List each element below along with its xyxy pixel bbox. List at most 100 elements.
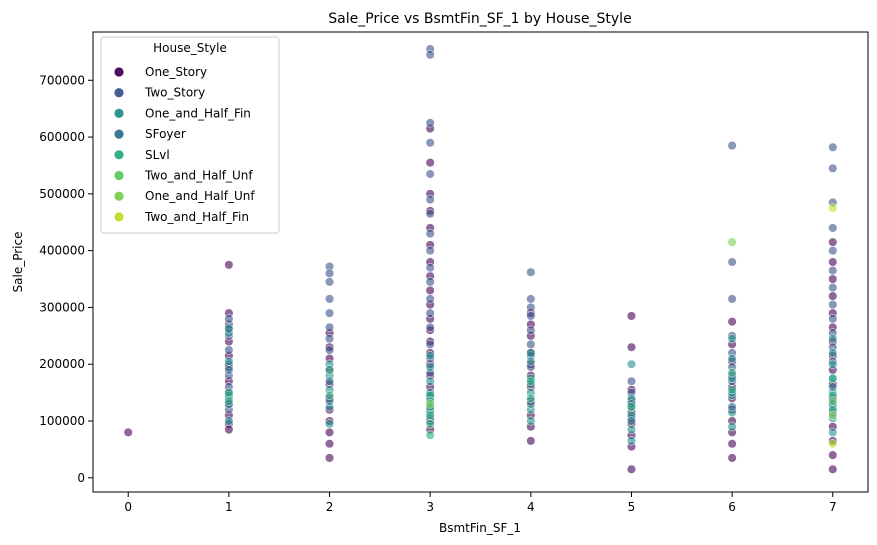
legend-marker [114, 150, 124, 160]
legend-marker [114, 88, 124, 98]
data-point [526, 339, 536, 349]
data-point [626, 402, 637, 412]
data-point [828, 237, 838, 247]
x-tick-label: 5 [628, 500, 636, 514]
data-point [727, 257, 737, 267]
x-tick-label: 1 [225, 500, 233, 514]
plot-area-frame [92, 31, 869, 493]
data-point [324, 453, 335, 463]
data-point [828, 410, 838, 420]
data-point [828, 439, 838, 449]
data-point [324, 345, 335, 355]
data-point [526, 294, 536, 304]
data-point [526, 416, 536, 426]
data-point [727, 385, 737, 395]
data-point [828, 257, 838, 267]
data-point [324, 308, 335, 318]
data-point [828, 163, 838, 173]
data-point [727, 141, 737, 151]
data-point [224, 356, 234, 366]
data-point [425, 308, 435, 318]
legend-items: One_Story Two_Story One_and_Half_Fin SFoyer… [114, 65, 255, 224]
data-point [425, 351, 435, 361]
data-point [425, 376, 435, 386]
data-point [828, 265, 838, 276]
data-point [828, 334, 838, 344]
data-point [224, 365, 234, 375]
legend-label: One_and_Half_Fin [145, 106, 251, 120]
y-tick-label: 200000 [39, 357, 85, 371]
legend-label: Two_and_Half_Fin [144, 210, 249, 224]
data-point [425, 158, 435, 168]
data-point [324, 294, 335, 304]
legend-marker [114, 212, 124, 222]
data-point [123, 427, 133, 437]
data-point [425, 322, 435, 332]
y-tick-label: 400000 [39, 244, 85, 258]
data-point [425, 138, 435, 148]
data-point [828, 300, 838, 310]
data-point [526, 267, 536, 277]
data-point [626, 311, 637, 321]
data-point [727, 439, 737, 449]
data-point [324, 277, 335, 287]
data-point [727, 294, 737, 304]
data-point [727, 368, 737, 378]
data-point [828, 359, 838, 369]
data-point [828, 274, 838, 284]
data-point [224, 260, 234, 270]
data-point [828, 291, 838, 301]
data-point [727, 453, 737, 463]
data-point [828, 382, 838, 392]
data-point [526, 436, 536, 446]
data-point [224, 324, 234, 334]
legend-title: House_Style [153, 41, 227, 55]
x-tick-label: 7 [829, 500, 837, 514]
data-point [626, 342, 637, 352]
data-point [324, 322, 335, 332]
data-point [828, 373, 838, 383]
x-tick-label: 4 [527, 500, 535, 514]
data-point [828, 427, 838, 437]
legend-label: One_and_Half_Unf [145, 189, 255, 203]
legend: House_Style One_Story Two_Story One_and_Ha… [100, 36, 280, 234]
y-axis-label: Sale_Price [11, 232, 25, 293]
data-point [626, 416, 637, 426]
data-point [425, 169, 435, 179]
data-point [324, 334, 335, 344]
data-point [425, 118, 435, 128]
data-point [828, 314, 838, 324]
data-point [828, 348, 838, 358]
data-point [626, 436, 637, 446]
legend-box [100, 36, 280, 234]
data-point [224, 416, 234, 426]
data-point [425, 362, 435, 372]
data-point [626, 464, 637, 474]
data-point [425, 50, 435, 60]
data-point [425, 229, 435, 239]
data-point [828, 223, 838, 233]
data-point [324, 268, 335, 278]
data-point [828, 464, 838, 474]
data-point [425, 294, 435, 304]
data-point [425, 285, 435, 295]
data-point [425, 246, 435, 256]
x-axis: 0 1 2 3 4 5 6 7 [124, 492, 837, 514]
y-tick-label: 0 [77, 471, 85, 485]
data-point [828, 396, 838, 406]
data-point [224, 396, 234, 406]
legend-label: SFoyer [145, 127, 186, 141]
data-point [425, 194, 435, 205]
data-point [425, 263, 435, 273]
legend-label: SLvl [145, 148, 170, 162]
data-point [828, 246, 838, 256]
legend-label: Two_Story [144, 86, 205, 100]
data-point [526, 376, 536, 386]
legend-marker [114, 67, 124, 77]
data-point [425, 410, 435, 420]
legend-marker [114, 108, 124, 118]
legend-marker [114, 129, 124, 139]
data-point [324, 376, 335, 386]
data-point [526, 356, 536, 366]
